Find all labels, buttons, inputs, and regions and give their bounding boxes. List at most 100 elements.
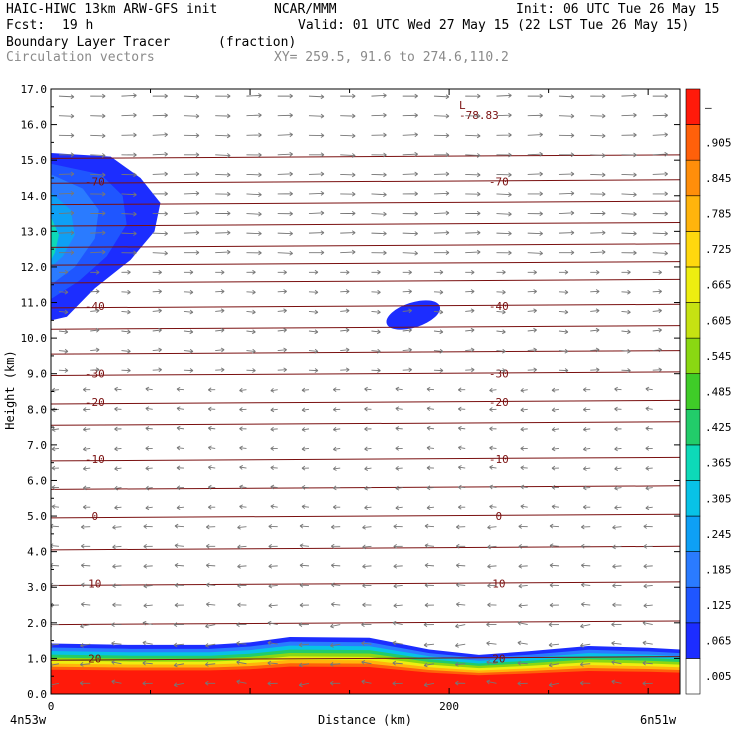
vector-arrow-221	[82, 466, 91, 471]
vector-arrow-568	[308, 133, 325, 138]
vector-arrow-174	[487, 524, 497, 530]
colorbar-swatch-14	[685, 159, 701, 197]
colorbar-swatch-7	[685, 408, 701, 446]
vector-arrow-109	[330, 582, 341, 588]
contour-line-17	[51, 513, 680, 519]
vector-arrow-374	[496, 329, 506, 335]
vector-arrow-473	[465, 230, 481, 236]
colorbar-label-5: .305	[705, 492, 732, 505]
vector-arrow-91	[393, 603, 403, 608]
vector-arrow-481	[90, 211, 106, 216]
field-name: Boundary Layer Tracer	[6, 35, 171, 50]
vector-arrow-361	[90, 327, 100, 333]
vector-arrow-31	[392, 660, 403, 666]
vector-arrow-236	[551, 465, 559, 471]
vector-arrow-431	[402, 269, 412, 275]
vector-arrow-147	[268, 544, 278, 549]
vector-arrow-49	[330, 643, 341, 648]
vector-arrow-24	[173, 662, 185, 668]
vector-arrow-555	[527, 151, 543, 157]
y-axis-label: Height (km)	[3, 350, 17, 429]
vector-arrow-425	[215, 269, 225, 275]
vector-arrow-496	[558, 210, 575, 216]
vector-arrow-400	[58, 289, 69, 295]
vector-arrow-343	[152, 347, 162, 353]
vector-arrow-88	[299, 602, 309, 608]
vector-arrow-339	[652, 367, 662, 373]
vector-arrow-70	[361, 622, 372, 627]
vector-arrow-239	[645, 465, 653, 471]
vector-arrow-223	[145, 465, 153, 471]
vector-arrow-492	[433, 210, 450, 216]
vector-arrow-228	[301, 465, 309, 471]
colorbar-swatch-15	[685, 124, 701, 161]
vector-arrow-231	[395, 465, 403, 471]
vector-arrow-399	[652, 308, 662, 314]
vector-arrow-150	[362, 544, 372, 550]
vector-arrow-580	[58, 113, 75, 119]
vector-arrow-262	[114, 426, 122, 432]
vector-arrow-548	[308, 152, 325, 158]
vector-arrow-265	[207, 425, 216, 431]
vector-arrow-259	[645, 446, 653, 451]
vector-arrow-462	[121, 231, 137, 236]
vector-arrow-389	[340, 308, 350, 314]
vector-arrow-362	[121, 329, 131, 335]
vector-arrow-414	[496, 289, 506, 295]
vector-arrow-299	[645, 406, 653, 412]
vector-arrow-307	[270, 388, 278, 393]
vector-arrow-583	[152, 112, 168, 118]
valid-time: Valid: 01 UTC Wed 27 May 15 (22 LST Tue …	[298, 18, 690, 33]
colorbar-swatch-13	[685, 195, 701, 232]
vector-arrow-243	[145, 446, 153, 451]
contour-line-1	[51, 200, 680, 206]
colorbar-label-0: .005	[705, 670, 732, 683]
vector-arrow-466	[246, 231, 262, 236]
contour-line-15	[51, 399, 680, 405]
temperature-contours: -70 -70 -40 -40 -30 -30 -20 -20 -10 -10 0 0 10 10 20 20…	[51, 99, 680, 665]
vector-arrow-348	[308, 348, 319, 354]
vector-arrow-141	[80, 543, 91, 549]
vector-arrow-603	[152, 93, 168, 99]
vector-arrow-135	[518, 563, 528, 569]
vector-arrow-432	[433, 269, 444, 275]
vector-arrow-252	[426, 445, 435, 451]
vector-arrow-506	[246, 192, 262, 197]
vector-arrow-526	[246, 172, 262, 178]
vector-arrow-144	[174, 543, 185, 549]
vector-arrow-17	[579, 680, 591, 686]
cross-section-coordinates: XY= 259.5, 91.6 to 274.6,110.2	[274, 50, 509, 65]
vector-arrow-263	[145, 426, 153, 431]
vector-arrow-298	[614, 406, 622, 412]
vector-arrow-576	[558, 133, 575, 138]
vector-arrow-560	[58, 133, 75, 138]
vector-arrow-115	[518, 583, 528, 589]
vector-arrow-324	[183, 368, 194, 373]
vector-arrow-543	[152, 151, 168, 157]
vector-arrow-186	[239, 504, 247, 510]
vector-arrow-170	[362, 524, 372, 530]
vector-arrow-287	[270, 407, 278, 413]
vector-arrow-169	[330, 524, 341, 530]
vector-arrow-8	[298, 682, 310, 688]
vector-arrow-173	[455, 524, 466, 530]
vector-arrow-406	[246, 289, 256, 295]
vector-arrow-242	[114, 446, 122, 452]
vector-arrow-489	[340, 211, 356, 216]
forecast-label: Fcst:	[6, 18, 46, 33]
vector-arrow-604	[183, 94, 200, 100]
vector-arrow-504	[183, 191, 200, 196]
vector-arrow-488	[308, 210, 325, 216]
vector-arrow-64	[173, 622, 184, 627]
colorbar-swatch-6	[685, 444, 701, 481]
vector-arrow-83	[143, 603, 153, 608]
vector-arrow-320	[58, 368, 69, 373]
vector-arrow-281	[82, 407, 91, 412]
vector-arrow-578	[621, 132, 637, 138]
vector-arrow-51	[392, 640, 403, 646]
vector-arrow-373	[465, 327, 475, 333]
vector-arrow-108	[299, 582, 309, 588]
colorbar-swatch-0	[685, 658, 701, 695]
vector-arrow-534	[496, 172, 512, 178]
contour-label--70-0: -70	[85, 176, 105, 189]
